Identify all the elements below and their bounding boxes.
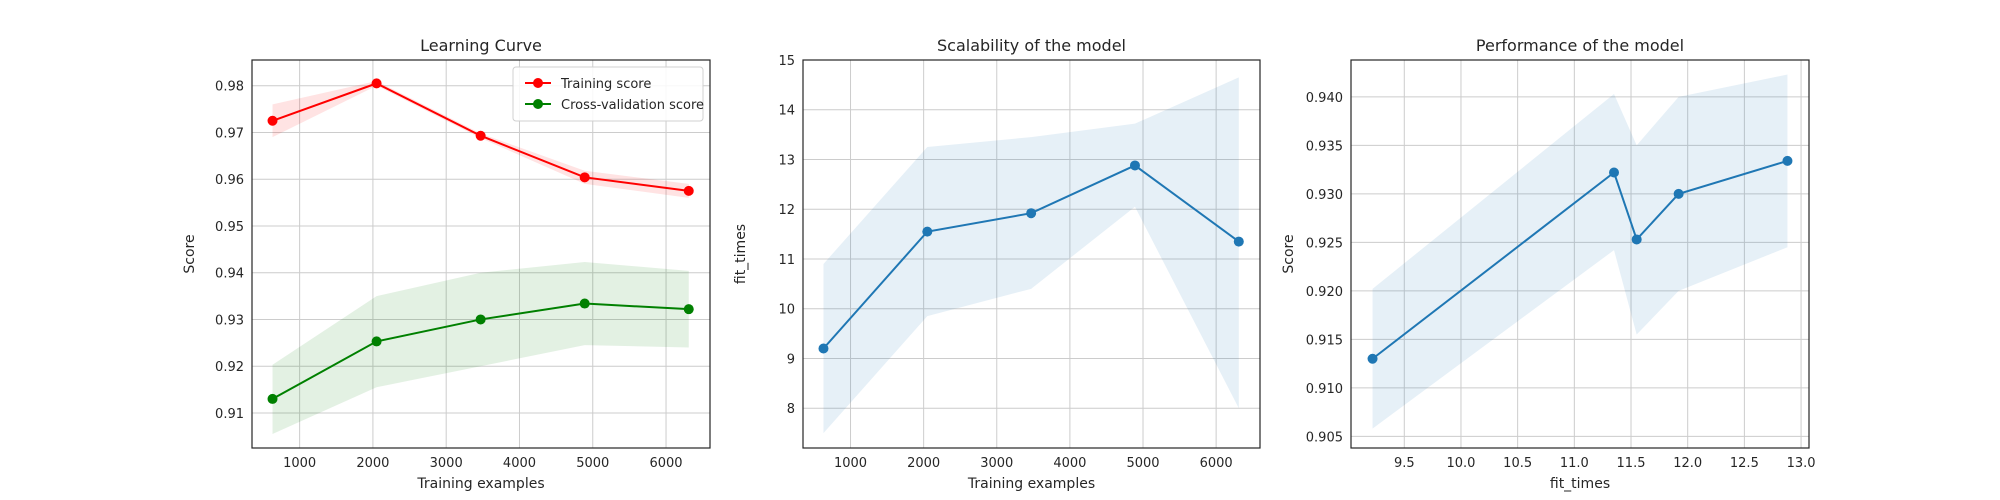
y-tick-label: 0.910: [1306, 382, 1343, 397]
x-axis-label: Training examples: [967, 476, 1095, 492]
data-point: [1367, 353, 1378, 364]
y-tick-label: 0.905: [1306, 430, 1343, 445]
x-tick-label: 3000: [430, 456, 463, 471]
confidence-band: [1372, 74, 1788, 429]
x-tick-label: 12.5: [1730, 456, 1759, 471]
confidence-band: [823, 77, 1239, 434]
y-tick-label: 15: [778, 54, 795, 69]
plot-frame: [251, 59, 711, 449]
data-point: [371, 336, 382, 347]
x-tick-label: 1000: [283, 456, 316, 471]
x-tick-label: 9.5: [1394, 456, 1415, 471]
y-tick-label: 0.98: [215, 80, 244, 95]
data-point: [1026, 208, 1037, 219]
chart-panel-3: 9.5 10.0 10.5 11.0 11.5 12.0 12.5 13.0 0.905 0.91…: [1281, 36, 1816, 492]
data-point: [1129, 160, 1140, 171]
data-point: [1631, 234, 1642, 245]
x-tick-label: 5000: [1126, 456, 1159, 471]
legend-label: Training score: [560, 77, 651, 92]
y-tick-label: 11: [778, 253, 795, 268]
x-tick-label: 11.0: [1560, 456, 1589, 471]
legend-marker: [533, 99, 543, 109]
x-tick-label: 1000: [834, 456, 867, 471]
x-tick-label: 6000: [1200, 456, 1233, 471]
x-tick-label: 5000: [576, 456, 609, 471]
data-point: [1782, 155, 1793, 166]
data-point: [579, 172, 590, 183]
y-axis-label: Score: [182, 234, 198, 273]
y-tick-label: 0.940: [1306, 91, 1343, 106]
legend-marker: [533, 78, 543, 88]
y-tick-label: 8: [787, 402, 795, 417]
y-tick-label: 13: [778, 153, 795, 168]
data-point: [1233, 236, 1244, 247]
data-point: [267, 393, 278, 404]
y-axis-label: Score: [1281, 234, 1297, 273]
y-tick-label: 0.935: [1306, 139, 1343, 154]
x-tick-label: 2000: [907, 456, 940, 471]
y-tick-label: 0.94: [215, 267, 244, 282]
plot-frame: [802, 59, 1261, 449]
chart-panel-1: 1000 2000 3000 4000 5000 6000 0.91 0.92 0.93 0.94…: [182, 36, 711, 492]
data-point: [475, 314, 486, 325]
x-tick-label: 12.0: [1673, 456, 1702, 471]
data-point: [922, 226, 933, 237]
y-tick-label: 9: [787, 352, 795, 367]
data-point: [267, 115, 278, 126]
chart-title: Scalability of the model: [937, 36, 1126, 55]
chart-panel-2: 1000 2000 3000 4000 5000 6000 8 9 10 11 12 13 14 15 Sc…: [733, 36, 1261, 492]
confidence-band: [272, 261, 689, 434]
y-tick-label: 0.91: [215, 407, 244, 422]
x-tick-label: 4000: [503, 456, 536, 471]
y-axis-label: fit_times: [733, 224, 749, 284]
data-point: [475, 130, 486, 141]
chart-title: Performance of the model: [1476, 36, 1684, 55]
y-tick-label: 0.92: [215, 360, 244, 375]
legend: Training score Cross-validation score: [512, 66, 704, 122]
data-point: [683, 185, 694, 196]
y-tick-label: 0.915: [1306, 333, 1343, 348]
data-point: [818, 343, 829, 354]
y-tick-label: 0.97: [215, 126, 244, 141]
data-point: [683, 304, 694, 315]
x-tick-label: 3000: [980, 456, 1013, 471]
x-tick-label: 4000: [1053, 456, 1086, 471]
x-axis-label: Training examples: [416, 476, 544, 492]
y-tick-label: 14: [778, 104, 795, 119]
x-tick-label: 6000: [649, 456, 682, 471]
y-tick-label: 10: [778, 303, 795, 318]
legend-label: Cross-validation score: [561, 98, 704, 113]
x-tick-label: 2000: [356, 456, 389, 471]
legend-box: [512, 66, 704, 122]
y-tick-label: 0.95: [215, 220, 244, 235]
y-tick-label: 12: [778, 203, 795, 218]
y-tick-label: 0.96: [215, 173, 244, 188]
x-tick-label: 10.5: [1503, 456, 1532, 471]
chart-title: Learning Curve: [420, 36, 542, 55]
data-point: [371, 78, 382, 89]
data-point: [1673, 188, 1684, 199]
plot-frame: [1350, 59, 1810, 449]
y-tick-label: 0.925: [1306, 236, 1343, 251]
data-point: [1609, 167, 1620, 178]
x-axis-label: fit_times: [1550, 476, 1610, 492]
y-tick-label: 0.93: [215, 313, 244, 328]
y-tick-label: 0.920: [1306, 285, 1343, 300]
x-tick-label: 10.0: [1446, 456, 1475, 471]
y-tick-label: 0.930: [1306, 188, 1343, 203]
x-tick-label: 11.5: [1617, 456, 1646, 471]
data-point: [579, 298, 590, 309]
x-tick-label: 13.0: [1787, 456, 1816, 471]
